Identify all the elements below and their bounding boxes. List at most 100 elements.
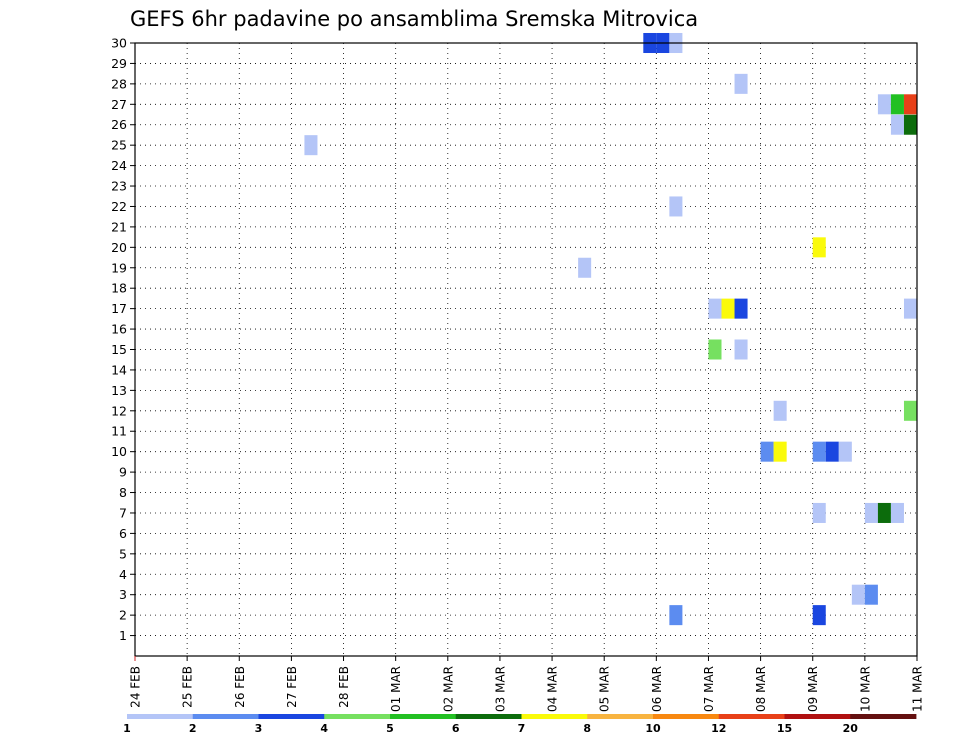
y-tick-label: 4 (119, 567, 127, 582)
heatmap-cell (760, 441, 774, 462)
colorbar-swatch (653, 714, 720, 719)
y-tick-label: 23 (111, 179, 127, 194)
heatmap-cell (903, 400, 917, 421)
y-tick-label: 20 (111, 240, 127, 255)
heatmap-cell (864, 502, 878, 523)
y-tick-label: 12 (111, 403, 127, 418)
heatmap-cell (734, 73, 748, 94)
x-tick-label: 05 MAR (598, 666, 612, 712)
heatmap-cell (773, 400, 787, 421)
y-tick-label: 19 (111, 260, 127, 275)
y-tick-label: 30 (111, 36, 127, 51)
colorbar-swatch (455, 714, 522, 719)
heatmap-cell (812, 441, 826, 462)
colorbar-label: 10 (645, 722, 661, 735)
y-tick-label: 27 (111, 97, 127, 112)
heatmap-cell (708, 298, 722, 319)
heatmap-cell (773, 441, 787, 462)
x-tick-label: 01 MAR (389, 666, 403, 712)
heatmap-cell (838, 441, 852, 462)
chart-title: GEFS 6hr padavine po ansamblima Sremska … (130, 7, 698, 31)
x-tick-label: 25 FEB (181, 666, 195, 708)
y-tick-label: 9 (119, 465, 127, 480)
x-tick-label: 28 FEB (337, 666, 351, 708)
colorbar-label: 6 (452, 722, 460, 735)
y-tick-label: 14 (111, 362, 127, 377)
colorbar-label: 1 (123, 722, 131, 735)
heatmap-cell (825, 441, 839, 462)
heatmap-cell (812, 605, 826, 626)
colorbar-label: 7 (518, 722, 526, 735)
x-tick-label: 10 MAR (858, 666, 872, 712)
colorbar-swatch (192, 714, 259, 719)
colorbar-swatch (718, 714, 785, 719)
colorbar-swatch (587, 714, 654, 719)
x-tick-label: 09 MAR (806, 666, 820, 712)
heatmap-cell (903, 298, 917, 319)
x-tick-label: 27 FEB (285, 666, 299, 708)
y-tick-label: 25 (111, 138, 127, 153)
heatmap-cell (734, 298, 748, 319)
colorbar-swatch (521, 714, 588, 719)
x-tick-label: 02 MAR (441, 666, 455, 712)
heatmap-cell (890, 94, 904, 115)
colorbar-swatch (127, 714, 194, 719)
y-tick-label: 26 (111, 117, 127, 132)
y-tick-label: 3 (119, 587, 127, 602)
heatmap-cell (812, 502, 826, 523)
heatmap-cell (734, 339, 748, 360)
heatmap-cell (903, 94, 917, 115)
colorbar-swatch (784, 714, 851, 719)
y-tick-label: 13 (111, 383, 127, 398)
colorbar-swatch (850, 714, 917, 719)
x-tick-label: 03 MAR (493, 666, 507, 712)
x-tick-label: 26 FEB (233, 666, 247, 708)
x-axis: 24 FEB 25 FEB 26 FEB 27 FEB 28 FEB 01 MAR 02 M… (129, 656, 925, 712)
y-axis: 1234567891011121314151617181920212223242… (111, 36, 135, 643)
heatmap-cell (890, 114, 904, 135)
colorbar-label: 15 (777, 722, 792, 735)
y-tick-label: 1 (119, 628, 127, 643)
heatmap-cell (708, 339, 722, 360)
y-tick-label: 10 (111, 444, 127, 459)
colorbar-label: 5 (386, 722, 394, 735)
heatmap-cell (669, 605, 683, 626)
y-tick-label: 6 (119, 526, 127, 541)
y-tick-label: 2 (119, 608, 127, 623)
colorbar-label: 8 (583, 722, 591, 735)
y-tick-label: 28 (111, 76, 127, 91)
y-tick-label: 18 (111, 281, 127, 296)
heatmap-cell (851, 584, 865, 605)
y-tick-label: 21 (111, 219, 127, 234)
x-tick-label: 24 FEB (129, 666, 143, 708)
heatmap-cell (864, 584, 878, 605)
y-tick-label: 5 (119, 546, 127, 561)
y-tick-label: 22 (111, 199, 127, 214)
y-tick-label: 17 (111, 301, 127, 316)
y-tick-label: 11 (111, 424, 127, 439)
heatmap-cell (721, 298, 735, 319)
colorbar-label: 3 (255, 722, 263, 735)
colorbar-label: 4 (320, 722, 328, 735)
y-tick-label: 16 (111, 322, 127, 337)
y-tick-label: 29 (111, 56, 127, 71)
colorbar: 1 2 3 4 5 6 7 8 10 12 15 20 (123, 714, 917, 735)
heatmap-cell (877, 94, 891, 115)
grid (134, 42, 918, 656)
colorbar-label: 12 (711, 722, 726, 735)
x-tick-label: 07 MAR (702, 666, 716, 712)
heatmap-cell (578, 257, 592, 278)
heatmap-cell (304, 135, 318, 156)
colorbar-label: 20 (843, 722, 859, 735)
x-tick-label: 04 MAR (546, 666, 560, 712)
heatmap-cell (669, 196, 683, 217)
colorbar-label: 2 (189, 722, 197, 735)
heatmap-cell (877, 502, 891, 523)
y-tick-label: 24 (111, 158, 127, 173)
heatmap-cell (890, 502, 904, 523)
heatmap-cell (812, 237, 826, 258)
y-tick-label: 8 (119, 485, 127, 500)
y-tick-label: 15 (111, 342, 127, 357)
